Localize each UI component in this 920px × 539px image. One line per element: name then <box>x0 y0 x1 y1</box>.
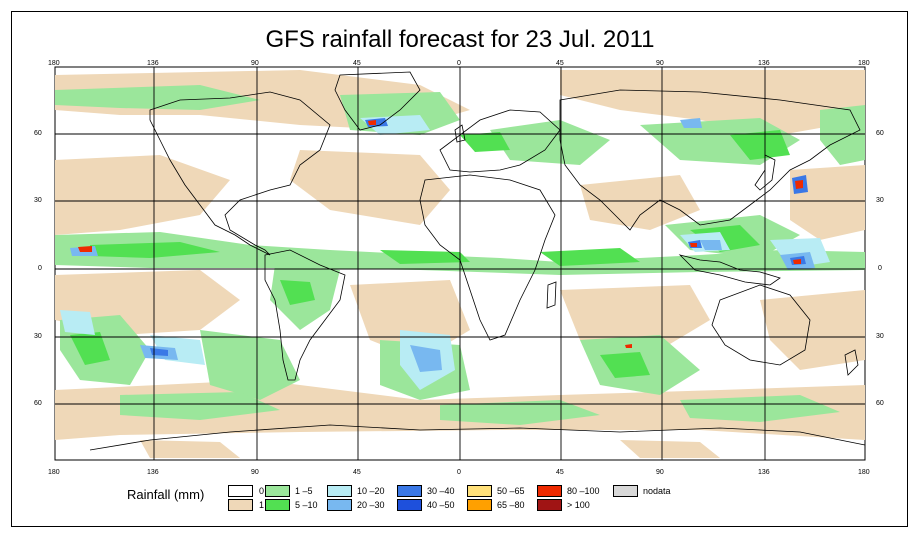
legend-label: 0 <box>259 486 265 496</box>
legend-swatch-11 <box>537 499 562 511</box>
legend-label: 20 –30 <box>357 500 385 510</box>
lon-label-top: 0 <box>457 60 461 67</box>
lon-label-top: 90 <box>251 60 259 67</box>
lat-label-right: 60 <box>876 130 884 137</box>
lon-label-bottom: 90 <box>251 469 259 476</box>
lon-label-bottom: 180 <box>48 469 60 476</box>
legend-label: nodata <box>643 486 671 496</box>
legend-label: 1 –5 <box>295 486 313 496</box>
legend-label: 30 –40 <box>427 486 455 496</box>
figure-frame <box>11 11 908 527</box>
legend-swatch-0 <box>228 485 253 497</box>
legend-label: 5 –10 <box>295 500 318 510</box>
legend-label: 40 –50 <box>427 500 455 510</box>
legend-label: > 100 <box>567 500 590 510</box>
legend-swatch-10 <box>537 485 562 497</box>
lat-label-left: 30 <box>34 333 42 340</box>
lon-label-top: 136 <box>147 60 159 67</box>
legend-label: 10 –20 <box>357 486 385 496</box>
legend-label: 80 –100 <box>567 486 600 496</box>
rainfall-field <box>55 70 865 458</box>
legend-swatch-5 <box>327 499 352 511</box>
legend-swatch-2 <box>265 485 290 497</box>
legend-swatch-3 <box>265 499 290 511</box>
graticule <box>55 67 865 460</box>
lat-label-left: 60 <box>34 400 42 407</box>
legend-label: 50 –65 <box>497 486 525 496</box>
legend-label: 65 –80 <box>497 500 525 510</box>
lon-label-top: 90 <box>656 60 664 67</box>
lon-label-top: 136 <box>758 60 770 67</box>
lon-label-bottom: 136 <box>758 469 770 476</box>
lat-label-right: 0 <box>878 265 882 272</box>
lat-label-right: 30 <box>876 333 884 340</box>
lon-label-bottom: 90 <box>656 469 664 476</box>
legend-swatch-6 <box>397 485 422 497</box>
lon-label-bottom: 45 <box>353 469 361 476</box>
lon-label-top: 180 <box>858 60 870 67</box>
legend-swatch-8 <box>467 485 492 497</box>
lat-label-left: 0 <box>38 265 42 272</box>
lon-label-bottom: 136 <box>147 469 159 476</box>
coastlines <box>89 71 866 451</box>
lat-label-left: 30 <box>34 197 42 204</box>
lat-label-right: 30 <box>876 197 884 204</box>
legend-title: Rainfall (mm) <box>127 487 205 502</box>
lon-label-top: 45 <box>556 60 564 67</box>
rainfall-map <box>54 66 866 461</box>
legend-swatch-1 <box>228 499 253 511</box>
legend-label: 1 <box>259 500 265 510</box>
lon-label-top: 45 <box>353 60 361 67</box>
lon-label-top: 180 <box>48 60 60 67</box>
legend-swatch-12 <box>613 485 638 497</box>
lat-label-right: 60 <box>876 400 884 407</box>
map-title: GFS rainfall forecast for 23 Jul. 2011 <box>265 26 655 53</box>
legend-swatch-4 <box>327 485 352 497</box>
lon-label-bottom: 180 <box>858 469 870 476</box>
lon-label-bottom: 45 <box>556 469 564 476</box>
legend-swatch-7 <box>397 499 422 511</box>
legend-swatch-9 <box>467 499 492 511</box>
lon-label-bottom: 0 <box>457 469 461 476</box>
lat-label-left: 60 <box>34 130 42 137</box>
